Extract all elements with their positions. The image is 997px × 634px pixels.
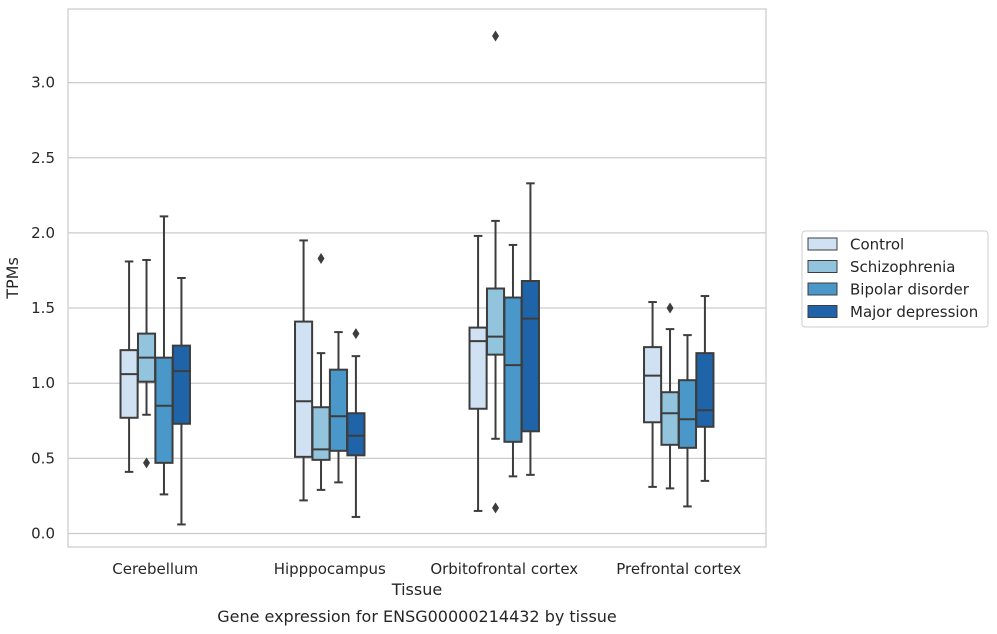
box-iqr [485,287,506,356]
plot-area [67,8,767,548]
legend-swatch [807,305,838,318]
box-schizophrenia [660,302,680,490]
y-tick-label: 0.5 [31,449,55,467]
y-tick-label: 1.5 [31,299,55,317]
box-iqr [520,280,540,433]
figure-caption: Gene expression for ENSG00000214432 by t… [217,607,617,626]
box-iqr [346,412,366,457]
outlier-point [352,328,360,340]
outlier-point [492,30,500,42]
legend-label: Control [850,236,904,254]
box-iqr [311,406,331,461]
gridlines [68,82,766,535]
box-schizophrenia [485,30,506,514]
box-major-depression [346,328,366,518]
box-iqr [660,391,680,446]
legend-frame [801,230,989,328]
legend: Control Schizophrenia Bipolar disorder Majo… [801,230,989,328]
x-tick-label: Orbitofrontal cortex [430,560,578,578]
x-axis-label: Tissue [391,580,442,599]
box-iqr [677,379,698,449]
x-tick-label: Cerebellum [112,560,198,578]
box-bipolar-disorder [328,331,349,484]
legend-swatch [807,260,838,273]
outlier-point [317,252,325,264]
x-tick-label: Prefrontal cortex [616,560,741,578]
box-control [294,239,314,502]
y-axis-label: TPMs [3,257,22,300]
outlier-point [666,302,674,314]
x-tick-label: Hipppocampus [274,560,386,578]
x-axis-ticks: Cerebellum Hipppocampus Orbitofrontal cort… [112,560,741,578]
legend-swatch [807,282,838,296]
box-iqr [468,326,488,410]
box-major-depression [520,182,540,476]
box-bipolar-disorder [677,334,698,508]
box-iqr [503,296,523,443]
legend-label: Schizophrenia [850,258,955,276]
outlier-point [143,457,151,469]
box-iqr [643,346,663,424]
y-tick-label: 2.5 [31,149,55,167]
legend-label: Bipolar disorder [850,281,970,299]
box-iqr [294,320,314,458]
outlier-point [492,502,500,514]
y-tick-label: 1.0 [31,374,55,392]
legend-swatch [807,237,838,251]
y-axis-ticks: 0.0 0.5 1.0 1.5 2.0 2.5 3.0 [31,74,55,543]
box-major-depression [695,295,715,482]
box-bipolar-disorder [154,215,174,496]
box-schizophrenia [311,252,331,491]
legend-label: Major depression [850,303,978,321]
box-control [468,234,488,512]
box-iqr [695,352,715,428]
boxes [119,30,715,526]
box-control [119,260,139,473]
box-control [643,301,663,488]
box-iqr [171,344,191,425]
box-schizophrenia [136,258,157,469]
y-tick-label: 0.0 [31,524,55,542]
box-major-depression [171,277,191,526]
box-iqr [119,349,139,419]
box-iqr [328,368,349,452]
box-iqr [154,356,174,464]
y-tick-label: 2.0 [31,224,55,242]
box-bipolar-disorder [503,243,523,478]
y-tick-label: 3.0 [31,74,55,92]
